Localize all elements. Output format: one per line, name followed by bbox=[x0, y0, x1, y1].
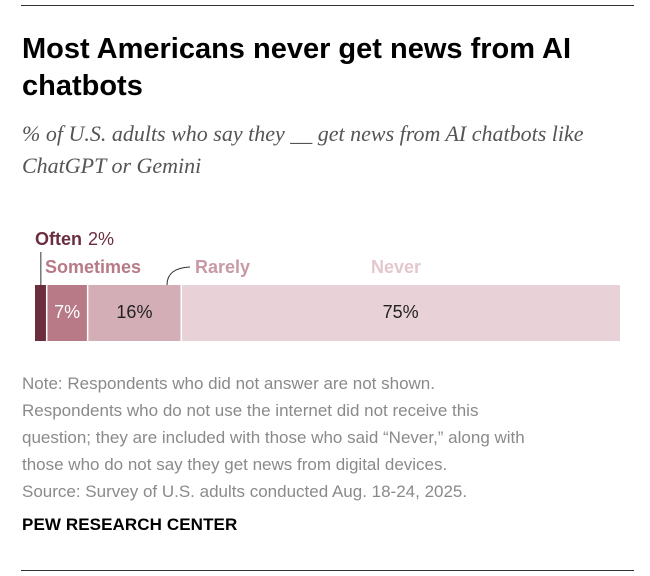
value-label-sometimes: 7% bbox=[54, 302, 80, 322]
note-line: question; they are included with those w… bbox=[22, 428, 525, 447]
often-value: 2% bbox=[88, 229, 114, 249]
top-rule bbox=[21, 5, 634, 6]
often-name: Often bbox=[35, 229, 82, 249]
category-label-sometimes: Sometimes bbox=[45, 257, 141, 277]
source-line: Source: Survey of U.S. adults conducted … bbox=[22, 482, 468, 501]
note-line: Respondents who do not use the internet … bbox=[22, 401, 479, 420]
rarely-leader-line bbox=[166, 266, 191, 286]
value-label-rarely: 16% bbox=[116, 302, 152, 322]
bar-segment-sometimes bbox=[46, 285, 88, 341]
bar-segment-often bbox=[35, 285, 47, 341]
chart-notes: Note: Respondents who did not answer are… bbox=[22, 370, 632, 505]
chart-subtitle: % of U.S. adults who say they __ get new… bbox=[22, 121, 584, 178]
bar-segment-rarely bbox=[87, 285, 182, 341]
note-line: those who do not say they get news from … bbox=[22, 455, 448, 474]
chart-title: Most Americans never get news from AI ch… bbox=[22, 33, 572, 102]
value-label-never: 75% bbox=[383, 302, 419, 322]
bar-segment-never bbox=[181, 285, 620, 341]
category-label-often: Often 2% bbox=[35, 229, 114, 249]
category-label-never: Never bbox=[371, 257, 421, 277]
note-line: Note: Respondents who did not answer are… bbox=[22, 374, 435, 393]
category-label-rarely: Rarely bbox=[195, 257, 250, 277]
pew-brand-logo: PEW RESEARCH CENTER bbox=[22, 515, 238, 534]
bottom-rule bbox=[21, 570, 634, 571]
